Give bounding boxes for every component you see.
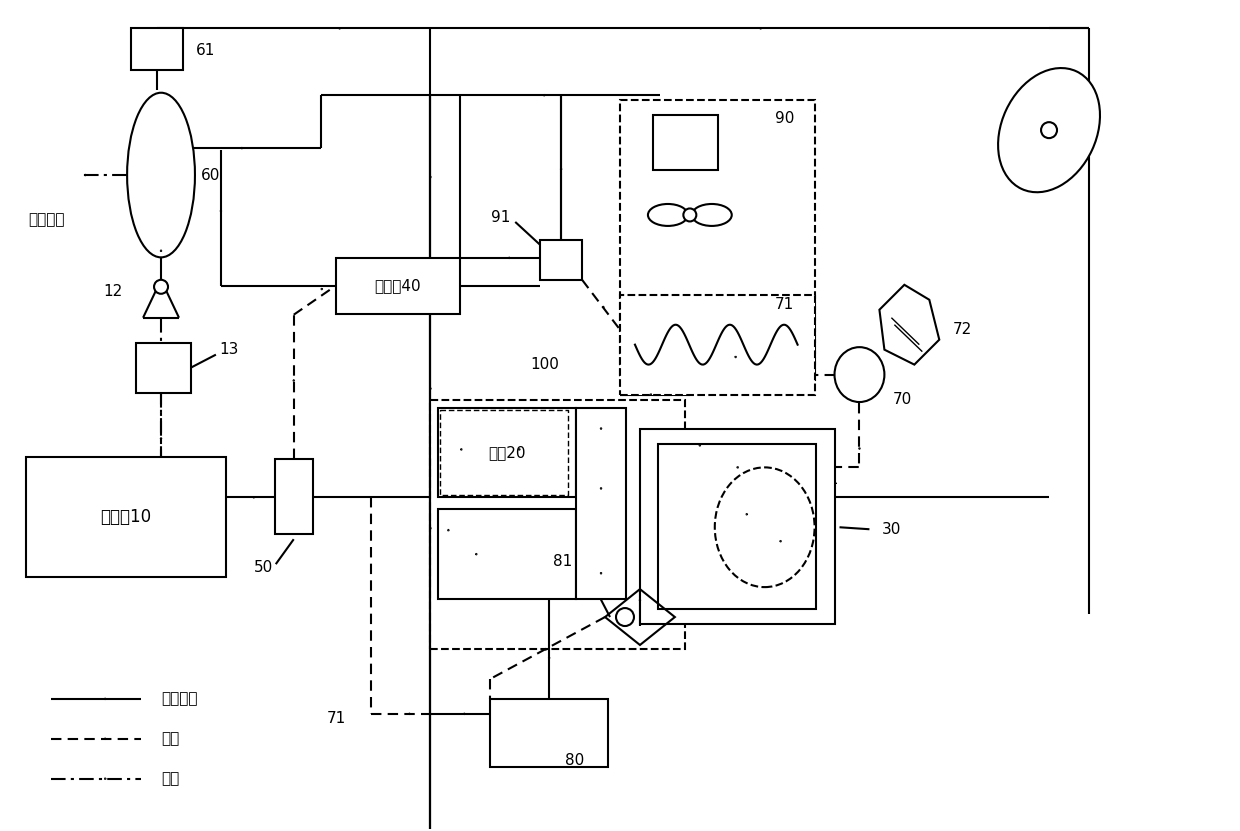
Text: 61: 61 xyxy=(196,43,216,58)
Text: 气路: 气路 xyxy=(161,771,180,786)
Ellipse shape xyxy=(154,280,167,294)
Text: 82: 82 xyxy=(712,576,732,591)
Ellipse shape xyxy=(683,209,697,221)
Text: 71: 71 xyxy=(326,711,346,726)
Text: 60: 60 xyxy=(201,168,221,183)
Bar xyxy=(131,28,184,71)
Bar xyxy=(439,509,577,599)
Polygon shape xyxy=(760,27,761,29)
Bar xyxy=(640,430,835,624)
Ellipse shape xyxy=(835,347,884,402)
Text: 12: 12 xyxy=(103,284,123,299)
Ellipse shape xyxy=(714,467,815,588)
Polygon shape xyxy=(409,713,410,715)
Polygon shape xyxy=(104,778,107,779)
Polygon shape xyxy=(600,573,601,574)
Text: 油路: 油路 xyxy=(161,731,180,746)
Bar xyxy=(136,342,191,392)
Bar xyxy=(620,101,815,380)
Text: 整车制动: 整车制动 xyxy=(29,213,64,228)
Polygon shape xyxy=(560,168,562,170)
Bar xyxy=(577,407,626,599)
Polygon shape xyxy=(460,449,461,450)
Polygon shape xyxy=(340,27,341,29)
Polygon shape xyxy=(430,388,432,390)
Polygon shape xyxy=(293,380,294,381)
Text: 100: 100 xyxy=(531,357,559,372)
Polygon shape xyxy=(430,528,432,529)
Polygon shape xyxy=(321,288,322,290)
Polygon shape xyxy=(640,599,641,601)
Text: 50: 50 xyxy=(253,559,273,575)
Polygon shape xyxy=(699,445,701,446)
Polygon shape xyxy=(104,698,107,700)
Polygon shape xyxy=(859,448,861,450)
Ellipse shape xyxy=(128,93,195,258)
Ellipse shape xyxy=(1042,122,1056,138)
Polygon shape xyxy=(600,428,601,430)
Polygon shape xyxy=(737,467,738,468)
Polygon shape xyxy=(430,177,432,178)
Bar xyxy=(658,445,816,609)
Polygon shape xyxy=(780,540,781,542)
Polygon shape xyxy=(104,738,107,740)
Bar xyxy=(541,240,582,280)
Text: 90: 90 xyxy=(775,111,794,125)
Bar xyxy=(620,295,815,395)
Text: 81: 81 xyxy=(553,553,572,568)
Polygon shape xyxy=(735,356,737,358)
Bar xyxy=(275,460,312,534)
Ellipse shape xyxy=(692,204,732,226)
Text: 电控线路: 电控线路 xyxy=(161,691,197,706)
Text: 空压机10: 空压机10 xyxy=(100,509,151,526)
Bar xyxy=(439,407,577,497)
Text: 30: 30 xyxy=(882,522,900,537)
Polygon shape xyxy=(160,438,161,440)
Text: 72: 72 xyxy=(952,322,971,337)
Polygon shape xyxy=(160,250,161,251)
Polygon shape xyxy=(253,497,254,498)
Ellipse shape xyxy=(998,68,1100,192)
Polygon shape xyxy=(241,147,242,149)
Bar xyxy=(653,116,718,170)
Polygon shape xyxy=(464,713,465,715)
Bar xyxy=(26,457,226,578)
Ellipse shape xyxy=(616,608,634,626)
Text: 71: 71 xyxy=(775,297,794,312)
Text: 70: 70 xyxy=(893,392,911,407)
Polygon shape xyxy=(548,657,549,659)
Polygon shape xyxy=(508,257,510,258)
Polygon shape xyxy=(600,488,601,489)
Ellipse shape xyxy=(649,204,688,226)
Polygon shape xyxy=(221,210,222,211)
Text: 91: 91 xyxy=(491,210,510,225)
Text: 控制器40: 控制器40 xyxy=(374,278,420,293)
Polygon shape xyxy=(544,95,546,96)
Polygon shape xyxy=(518,449,521,450)
Polygon shape xyxy=(650,394,651,396)
Polygon shape xyxy=(475,553,476,555)
Text: 80: 80 xyxy=(565,753,584,768)
Text: 31: 31 xyxy=(820,472,839,487)
Bar xyxy=(490,699,608,767)
Text: 电机20: 电机20 xyxy=(489,445,526,460)
Bar xyxy=(336,258,460,314)
Text: 13: 13 xyxy=(219,342,238,357)
Bar xyxy=(430,400,684,649)
Polygon shape xyxy=(448,529,449,531)
Polygon shape xyxy=(746,514,748,515)
Polygon shape xyxy=(546,648,547,650)
